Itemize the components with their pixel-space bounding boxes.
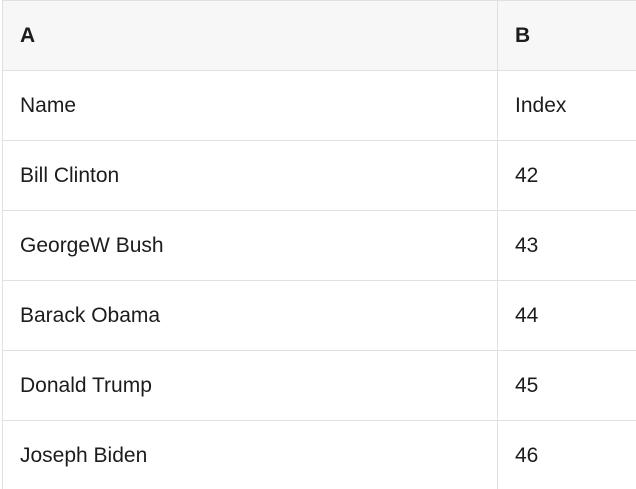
cell-name[interactable]: Joseph Biden — [2, 420, 498, 489]
cell-index[interactable]: Index — [497, 70, 636, 141]
table-row: GeorgeW Bush 43 — [2, 210, 636, 281]
cell-index[interactable]: 45 — [497, 350, 636, 421]
cell-index[interactable]: 43 — [497, 210, 636, 281]
cell-name[interactable]: Donald Trump — [2, 350, 498, 421]
table-row: Bill Clinton 42 — [2, 140, 636, 211]
cell-index[interactable]: 42 — [497, 140, 636, 211]
column-header-a[interactable]: A — [2, 0, 498, 71]
table-row: Name Index — [2, 70, 636, 141]
cell-index[interactable]: 46 — [497, 420, 636, 489]
cell-name[interactable]: Barack Obama — [2, 280, 498, 351]
table-row: Donald Trump 45 — [2, 350, 636, 421]
column-header-b[interactable]: B — [497, 0, 636, 71]
cell-index[interactable]: 44 — [497, 280, 636, 351]
cell-name[interactable]: Name — [2, 70, 498, 141]
cell-name[interactable]: GeorgeW Bush — [2, 210, 498, 281]
table-row: Joseph Biden 46 — [2, 420, 636, 489]
cell-name[interactable]: Bill Clinton — [2, 140, 498, 211]
column-header-row: A B — [2, 0, 636, 71]
table-row: Barack Obama 44 — [2, 280, 636, 351]
